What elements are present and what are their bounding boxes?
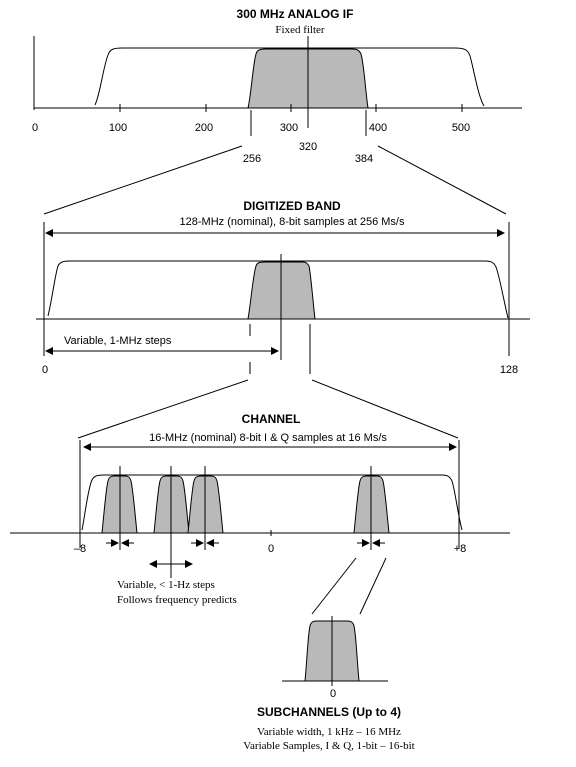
channel-tick-label: 0 [268, 543, 274, 555]
if-tick-label: 200 [195, 122, 213, 134]
if-marker-384: 384 [355, 153, 373, 165]
channel-span-label: 16-MHz (nominal) 8-bit I & Q samples at … [149, 432, 387, 444]
subchannel-axis-label: 0 [330, 688, 336, 700]
channel-tick-label: –8 [74, 543, 86, 555]
if-subtitle: Fixed filter [275, 24, 325, 36]
zoom-line-right-2 [311, 379, 459, 439]
if-tick-label: 0 [32, 122, 38, 134]
subchannel-line2: Variable Samples, I & Q, 1-bit – 16-bit [243, 740, 414, 752]
if-marker-256: 256 [243, 153, 261, 165]
channel-note-line2: Follows frequency predicts [117, 594, 237, 606]
if-wide-passband [94, 47, 485, 107]
if-tick-label: 300 [280, 122, 298, 134]
zoom-line-right-3 [359, 557, 387, 615]
digitized-title: DIGITIZED BAND [243, 199, 341, 213]
channel-wide-passband [81, 474, 463, 531]
subchannel-line1: Variable width, 1 kHz – 16 MHz [257, 726, 401, 738]
digitized-axis-end: 128 [500, 364, 518, 376]
digitized-section: DIGITIZED BAND 128-MHz (nominal), 8-bit … [36, 199, 530, 439]
zoom-line-left-2 [77, 379, 249, 439]
if-section: 300 MHz ANALOG IF Fixed filter 0 100 200… [32, 7, 522, 215]
subchannel-section: 0 SUBCHANNELS (Up to 4) Variable width, … [243, 616, 415, 752]
if-tick-label: 500 [452, 122, 470, 134]
zoom-line-left [43, 145, 243, 215]
channel-title: CHANNEL [242, 412, 301, 426]
zoom-line-right [377, 145, 507, 215]
if-marker-320: 320 [299, 141, 317, 153]
subchannel-title: SUBCHANNELS (Up to 4) [257, 705, 401, 719]
zoom-line-left-3 [311, 557, 357, 615]
digitized-axis-start: 0 [42, 364, 48, 376]
channel-tick-label: +8 [454, 543, 467, 555]
if-tick-label: 100 [109, 122, 127, 134]
channel-section: CHANNEL 16-MHz (nominal) 8-bit I & Q sam… [10, 412, 510, 615]
digitized-step-label: Variable, 1-MHz steps [64, 335, 172, 347]
if-tick-label: 400 [369, 122, 387, 134]
digitized-wide-passband [47, 260, 509, 319]
channel-note-line1: Variable, < 1-Hz steps [117, 579, 215, 591]
if-title: 300 MHz ANALOG IF [237, 7, 354, 21]
digitized-span-label: 128-MHz (nominal), 8-bit samples at 256 … [180, 216, 405, 228]
